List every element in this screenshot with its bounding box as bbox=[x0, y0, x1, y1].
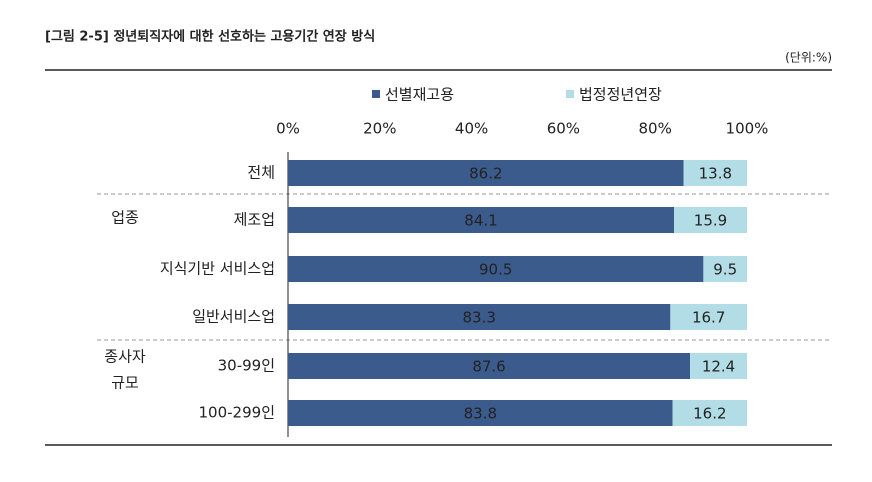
legend-label: 법정정년연장 bbox=[579, 86, 662, 104]
value-label: 9.5 bbox=[713, 261, 737, 279]
x-tick-label: 100% bbox=[726, 120, 769, 138]
bar-segment bbox=[288, 256, 704, 282]
value-label: 86.2 bbox=[469, 165, 502, 183]
value-label: 84.1 bbox=[464, 212, 497, 230]
group-label: 종사자 bbox=[104, 348, 146, 366]
value-label: 15.9 bbox=[694, 212, 727, 230]
value-label: 87.6 bbox=[472, 358, 505, 376]
y-tick-label: 일반서비스업 bbox=[192, 308, 275, 326]
x-tick-label: 80% bbox=[639, 120, 672, 138]
bar-segment bbox=[670, 304, 747, 330]
unit-label: (단위:%) bbox=[785, 51, 832, 65]
value-label: 83.3 bbox=[462, 309, 495, 327]
bar-segment bbox=[288, 207, 675, 233]
y-tick-label: 지식기반 서비스업 bbox=[160, 260, 275, 278]
bar-segment bbox=[288, 353, 691, 379]
x-tick-label: 20% bbox=[363, 120, 396, 138]
y-tick-label: 30-99인 bbox=[218, 357, 275, 375]
x-tick-label: 0% bbox=[276, 120, 300, 138]
bar-segment bbox=[683, 160, 747, 186]
group-label: 규모 bbox=[111, 374, 139, 392]
x-tick-label: 60% bbox=[547, 120, 580, 138]
group-label: 업종 bbox=[111, 209, 139, 227]
bar-segment bbox=[672, 400, 747, 426]
bar-segment bbox=[288, 160, 684, 186]
bar-segment bbox=[288, 304, 671, 330]
chart-title: [그림 2-5] 정년퇴직자에 대한 선호하는 고용기간 연장 방식 bbox=[45, 29, 375, 45]
bar-segment bbox=[703, 256, 747, 282]
legend-swatch bbox=[372, 90, 380, 98]
y-tick-label: 전체 bbox=[247, 164, 275, 182]
x-tick-label: 40% bbox=[455, 120, 488, 138]
value-label: 83.8 bbox=[464, 405, 497, 423]
bar-segment bbox=[690, 353, 747, 379]
y-tick-label: 100-299인 bbox=[199, 404, 275, 422]
y-tick-label: 제조업 bbox=[234, 211, 275, 229]
value-label: 90.5 bbox=[479, 261, 512, 279]
value-label: 13.8 bbox=[699, 165, 732, 183]
value-label: 16.7 bbox=[692, 309, 725, 327]
bar-segment bbox=[674, 207, 747, 233]
legend-label: 선별재고용 bbox=[385, 86, 454, 104]
value-label: 16.2 bbox=[693, 405, 726, 423]
bar-segment bbox=[288, 400, 673, 426]
value-label: 12.4 bbox=[702, 358, 735, 376]
legend-swatch bbox=[566, 90, 574, 98]
